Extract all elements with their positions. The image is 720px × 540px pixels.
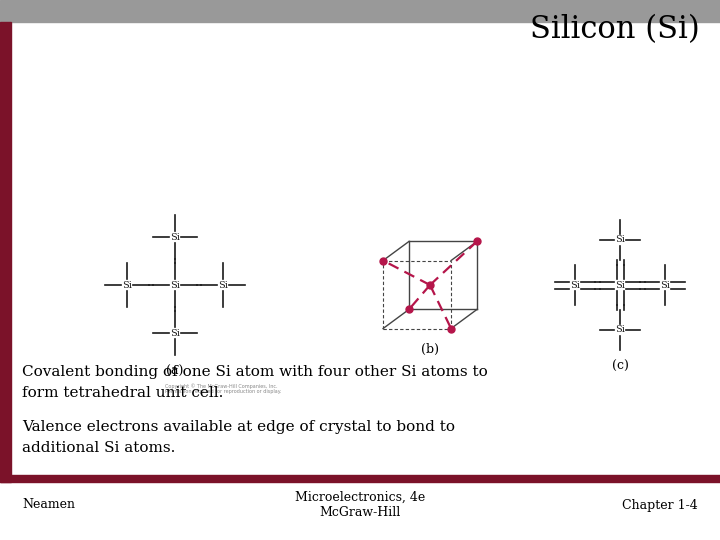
Text: (c): (c): [611, 360, 629, 373]
Text: Si: Si: [615, 326, 625, 334]
Text: (b): (b): [421, 342, 439, 355]
Text: Silicon (Si): Silicon (Si): [530, 15, 700, 45]
Bar: [0, 475, 720, 482]
Bar: [0, 22, 11, 482]
Text: Si: Si: [570, 280, 580, 289]
Text: Si: Si: [170, 280, 180, 289]
Text: Covalent bonding of one Si atom with four other Si atoms to
form tetrahedral uni: Covalent bonding of one Si atom with fou…: [22, 365, 487, 400]
Text: Si: Si: [615, 235, 625, 245]
Text: Copyright © The McGraw-Hill Companies, Inc.
Permission required for reproduction: Copyright © The McGraw-Hill Companies, I…: [165, 383, 282, 394]
Text: Si: Si: [218, 280, 228, 289]
Text: Chapter 1-4: Chapter 1-4: [622, 498, 698, 511]
Text: Si: Si: [170, 233, 180, 241]
Text: Si: Si: [660, 280, 670, 289]
Bar: [0, 0, 720, 22]
Text: Si: Si: [615, 280, 625, 289]
Text: Si: Si: [170, 328, 180, 338]
Text: Valence electrons available at edge of crystal to bond to
additional Si atoms.: Valence electrons available at edge of c…: [22, 420, 455, 455]
Text: Si: Si: [122, 280, 132, 289]
Text: Neamen: Neamen: [22, 498, 75, 511]
Text: (a): (a): [166, 365, 184, 378]
Text: Microelectronics, 4e
McGraw-Hill: Microelectronics, 4e McGraw-Hill: [295, 491, 425, 519]
